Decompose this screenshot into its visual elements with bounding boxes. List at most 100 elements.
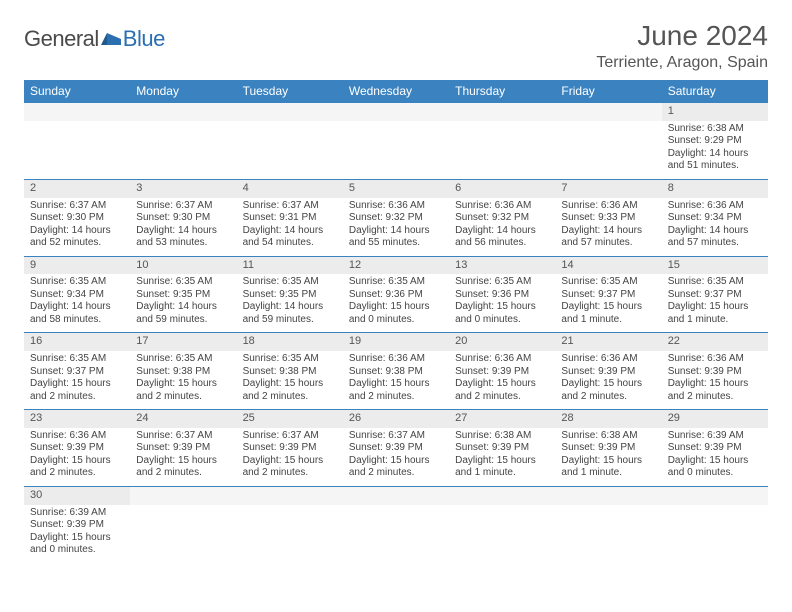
- sunset-line: Sunset: 9:34 PM: [30, 289, 124, 302]
- day-number-cell: 17: [130, 333, 236, 351]
- sunset-line: Sunset: 9:35 PM: [243, 289, 337, 302]
- day-detail-cell: Sunrise: 6:39 AMSunset: 9:39 PMDaylight:…: [24, 505, 130, 563]
- day-detail-cell: Sunrise: 6:35 AMSunset: 9:36 PMDaylight:…: [449, 274, 555, 333]
- day-number-cell: 6: [449, 179, 555, 197]
- sunrise-line: Sunrise: 6:35 AM: [349, 276, 443, 289]
- daylight-line: Daylight: 15 hours and 0 minutes.: [30, 532, 124, 557]
- day-number-cell: 9: [24, 256, 130, 274]
- daylight-line: Daylight: 14 hours and 58 minutes.: [30, 301, 124, 326]
- daylight-line: Daylight: 15 hours and 0 minutes.: [349, 301, 443, 326]
- day-detail-cell: [24, 121, 130, 180]
- month-title: June 2024: [596, 20, 768, 52]
- day-number-cell: 10: [130, 256, 236, 274]
- day-number-row: 30: [24, 486, 768, 504]
- sunrise-line: Sunrise: 6:36 AM: [668, 353, 762, 366]
- sunrise-line: Sunrise: 6:39 AM: [668, 430, 762, 443]
- day-number-cell: [237, 103, 343, 121]
- day-number-cell: 26: [343, 410, 449, 428]
- day-detail-cell: Sunrise: 6:35 AMSunset: 9:35 PMDaylight:…: [130, 274, 236, 333]
- day-detail-row: Sunrise: 6:39 AMSunset: 9:39 PMDaylight:…: [24, 505, 768, 563]
- sunrise-line: Sunrise: 6:37 AM: [243, 200, 337, 213]
- sunset-line: Sunset: 9:38 PM: [136, 366, 230, 379]
- daylight-line: Daylight: 15 hours and 2 minutes.: [30, 378, 124, 403]
- day-detail-cell: [449, 505, 555, 563]
- sunset-line: Sunset: 9:34 PM: [668, 212, 762, 225]
- day-detail-cell: [237, 121, 343, 180]
- sunrise-line: Sunrise: 6:37 AM: [30, 200, 124, 213]
- day-detail-cell: Sunrise: 6:37 AMSunset: 9:31 PMDaylight:…: [237, 198, 343, 257]
- sunrise-line: Sunrise: 6:36 AM: [561, 353, 655, 366]
- day-detail-cell: Sunrise: 6:39 AMSunset: 9:39 PMDaylight:…: [662, 428, 768, 487]
- day-detail-cell: Sunrise: 6:36 AMSunset: 9:38 PMDaylight:…: [343, 351, 449, 410]
- sunset-line: Sunset: 9:39 PM: [455, 442, 549, 455]
- header: General Blue June 2024 Terriente, Aragon…: [24, 20, 768, 72]
- sunrise-line: Sunrise: 6:36 AM: [349, 353, 443, 366]
- daylight-line: Daylight: 14 hours and 53 minutes.: [136, 225, 230, 250]
- daylight-line: Daylight: 15 hours and 2 minutes.: [349, 455, 443, 480]
- sunset-line: Sunset: 9:39 PM: [561, 442, 655, 455]
- day-number-cell: [343, 103, 449, 121]
- day-number-cell: [24, 103, 130, 121]
- day-number-cell: 23: [24, 410, 130, 428]
- sunrise-line: Sunrise: 6:35 AM: [30, 353, 124, 366]
- day-detail-cell: Sunrise: 6:35 AMSunset: 9:38 PMDaylight:…: [237, 351, 343, 410]
- daylight-line: Daylight: 15 hours and 2 minutes.: [561, 378, 655, 403]
- daylight-line: Daylight: 14 hours and 54 minutes.: [243, 225, 337, 250]
- sunset-line: Sunset: 9:33 PM: [561, 212, 655, 225]
- sunrise-line: Sunrise: 6:36 AM: [30, 430, 124, 443]
- sunrise-line: Sunrise: 6:35 AM: [243, 276, 337, 289]
- weekday-header: Monday: [130, 80, 236, 103]
- sunset-line: Sunset: 9:29 PM: [668, 135, 762, 148]
- sunrise-line: Sunrise: 6:37 AM: [136, 200, 230, 213]
- day-detail-row: Sunrise: 6:35 AMSunset: 9:34 PMDaylight:…: [24, 274, 768, 333]
- daylight-line: Daylight: 14 hours and 56 minutes.: [455, 225, 549, 250]
- day-detail-cell: Sunrise: 6:35 AMSunset: 9:36 PMDaylight:…: [343, 274, 449, 333]
- day-detail-cell: Sunrise: 6:38 AMSunset: 9:39 PMDaylight:…: [449, 428, 555, 487]
- day-detail-row: Sunrise: 6:35 AMSunset: 9:37 PMDaylight:…: [24, 351, 768, 410]
- daylight-line: Daylight: 15 hours and 2 minutes.: [455, 378, 549, 403]
- weekday-header: Friday: [555, 80, 661, 103]
- day-detail-cell: Sunrise: 6:35 AMSunset: 9:34 PMDaylight:…: [24, 274, 130, 333]
- sunset-line: Sunset: 9:39 PM: [455, 366, 549, 379]
- day-detail-cell: Sunrise: 6:37 AMSunset: 9:39 PMDaylight:…: [130, 428, 236, 487]
- sunset-line: Sunset: 9:32 PM: [349, 212, 443, 225]
- daylight-line: Daylight: 14 hours and 59 minutes.: [136, 301, 230, 326]
- day-detail-cell: Sunrise: 6:36 AMSunset: 9:32 PMDaylight:…: [449, 198, 555, 257]
- day-number-row: 16171819202122: [24, 333, 768, 351]
- day-detail-cell: Sunrise: 6:35 AMSunset: 9:35 PMDaylight:…: [237, 274, 343, 333]
- daylight-line: Daylight: 15 hours and 2 minutes.: [243, 455, 337, 480]
- sunset-line: Sunset: 9:39 PM: [30, 442, 124, 455]
- day-detail-row: Sunrise: 6:38 AMSunset: 9:29 PMDaylight:…: [24, 121, 768, 180]
- day-number-cell: [343, 486, 449, 504]
- daylight-line: Daylight: 15 hours and 1 minute.: [668, 301, 762, 326]
- day-number-cell: [237, 486, 343, 504]
- sunset-line: Sunset: 9:39 PM: [243, 442, 337, 455]
- sunrise-line: Sunrise: 6:37 AM: [243, 430, 337, 443]
- day-number-cell: [449, 486, 555, 504]
- sunrise-line: Sunrise: 6:35 AM: [561, 276, 655, 289]
- sunset-line: Sunset: 9:32 PM: [455, 212, 549, 225]
- daylight-line: Daylight: 15 hours and 2 minutes.: [136, 455, 230, 480]
- sunrise-line: Sunrise: 6:36 AM: [668, 200, 762, 213]
- sunrise-line: Sunrise: 6:35 AM: [136, 276, 230, 289]
- day-number-cell: 20: [449, 333, 555, 351]
- day-detail-cell: [555, 505, 661, 563]
- weekday-header: Saturday: [662, 80, 768, 103]
- day-detail-cell: Sunrise: 6:35 AMSunset: 9:37 PMDaylight:…: [555, 274, 661, 333]
- sunset-line: Sunset: 9:36 PM: [455, 289, 549, 302]
- daylight-line: Daylight: 15 hours and 2 minutes.: [136, 378, 230, 403]
- sunrise-line: Sunrise: 6:38 AM: [455, 430, 549, 443]
- sunrise-line: Sunrise: 6:39 AM: [30, 507, 124, 520]
- sunrise-line: Sunrise: 6:35 AM: [136, 353, 230, 366]
- day-detail-row: Sunrise: 6:36 AMSunset: 9:39 PMDaylight:…: [24, 428, 768, 487]
- day-detail-cell: [237, 505, 343, 563]
- day-number-cell: 27: [449, 410, 555, 428]
- sunset-line: Sunset: 9:30 PM: [30, 212, 124, 225]
- sunset-line: Sunset: 9:31 PM: [243, 212, 337, 225]
- day-number-row: 23242526272829: [24, 410, 768, 428]
- sunset-line: Sunset: 9:39 PM: [30, 519, 124, 532]
- sunrise-line: Sunrise: 6:36 AM: [561, 200, 655, 213]
- day-number-cell: [130, 486, 236, 504]
- day-detail-cell: [343, 121, 449, 180]
- daylight-line: Daylight: 15 hours and 1 minute.: [455, 455, 549, 480]
